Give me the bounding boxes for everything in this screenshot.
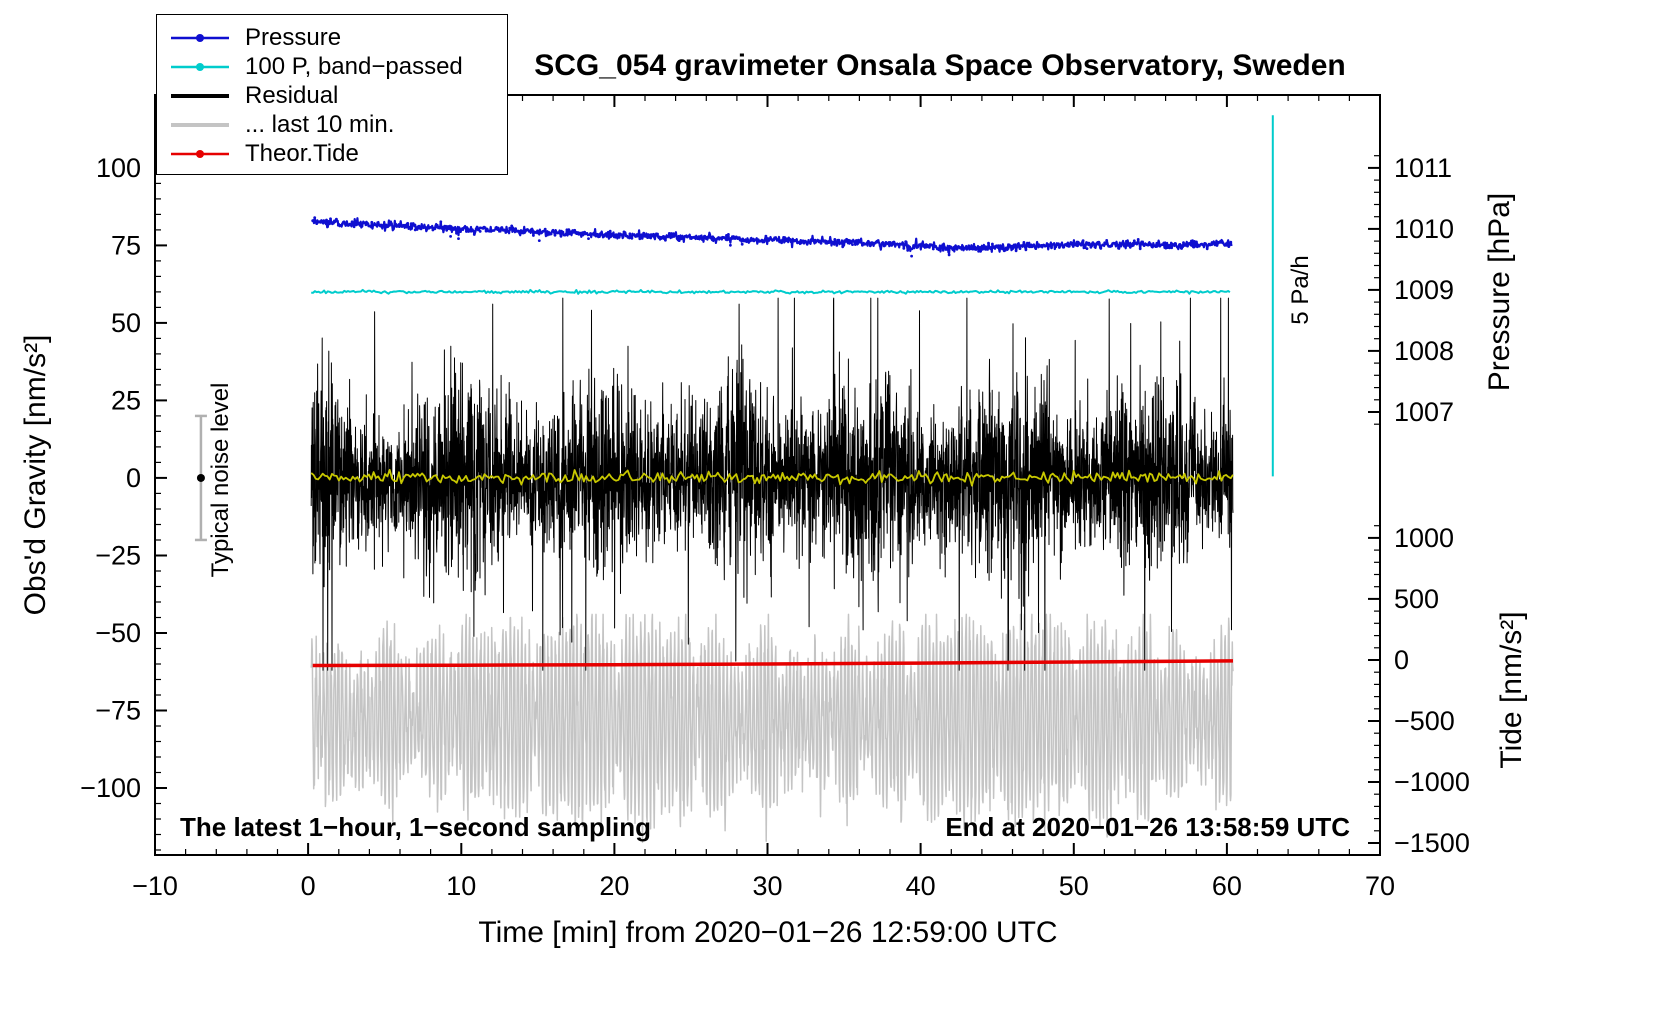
svg-text:1007: 1007 [1394,397,1454,427]
series-bandpassed [311,288,1231,295]
svg-text:100: 100 [96,153,141,183]
sampling-annotation: The latest 1−hour, 1−second sampling [180,812,652,842]
theortide-line-sample [169,141,231,167]
legend-item-pressure: Pressure [169,23,495,52]
series-residual [310,297,1234,671]
svg-text:1008: 1008 [1394,336,1454,366]
svg-text:50: 50 [111,308,141,338]
legend-label: Residual [245,81,339,109]
svg-text:1000: 1000 [1394,523,1454,553]
svg-text:1009: 1009 [1394,275,1454,305]
svg-text:60: 60 [1212,871,1242,901]
gravity-axis-label: Obs'd Gravity [nm/s²] [19,334,52,616]
svg-text:75: 75 [111,230,141,260]
series-smoothed [310,468,1234,487]
svg-text:30: 30 [752,871,782,901]
axis-frame-and-ticks: −10 0 10 20 30 40 50 60 701007550250−25−50−75−10… [80,94,1470,901]
legend-label: ... last 10 min. [245,110,395,138]
legend-item-last10min: ... last 10 min. [169,110,495,139]
legend-label: Pressure [245,23,342,51]
svg-text:1011: 1011 [1394,153,1452,183]
svg-text:−100: −100 [80,773,141,803]
bandpassed-line-sample [169,54,231,80]
svg-text:10: 10 [446,871,476,901]
chart-title: SCG_054 gravimeter Onsala Space Observat… [534,49,1346,82]
pressure-line-sample [169,25,231,51]
legend-item-residual: Residual [169,81,495,110]
svg-text:−1000: −1000 [1394,767,1470,797]
svg-text:20: 20 [599,871,629,901]
svg-text:0: 0 [126,463,141,493]
svg-text:−75: −75 [95,696,141,726]
residual-line-sample [169,83,231,109]
legend-label: Theor.Tide [245,139,359,167]
end-time-annotation: End at 2020−01−26 13:58:59 UTC [945,812,1350,842]
svg-text:−1500: −1500 [1394,828,1470,858]
noise-level-marker [194,414,207,542]
svg-text:0: 0 [1394,645,1409,675]
legend: Pressure 100 P, band−passed Residual ...… [156,14,508,175]
tide-axis-label: Tide [nm/s²] [1495,611,1528,769]
series-pressure [311,216,1233,258]
plot-area [310,115,1274,843]
svg-text:70: 70 [1365,871,1395,901]
svg-text:40: 40 [906,871,936,901]
noise-level-label: Typical noise level [207,382,234,578]
series-last10min [310,613,1234,843]
svg-text:500: 500 [1394,584,1439,614]
legend-item-bandpassed: 100 P, band−passed [169,52,495,81]
svg-text:−500: −500 [1394,706,1455,736]
svg-text:1010: 1010 [1394,214,1454,244]
svg-text:50: 50 [1059,871,1089,901]
pressure-axis-label: Pressure [hPa] [1483,192,1516,392]
svg-text:−10: −10 [132,871,178,901]
svg-text:0: 0 [301,871,316,901]
x-axis-label: Time [min] from 2020−01−26 12:59:00 UTC [478,916,1058,949]
scale-bar-label: 5 Pa/h [1287,255,1314,325]
svg-text:25: 25 [111,385,141,415]
svg-text:−25: −25 [95,540,141,570]
series-theortide [312,659,1234,668]
legend-label: 100 P, band−passed [245,52,463,80]
svg-text:−50: −50 [95,618,141,648]
last10min-line-sample [169,112,231,138]
legend-item-theortide: Theor.Tide [169,139,495,168]
